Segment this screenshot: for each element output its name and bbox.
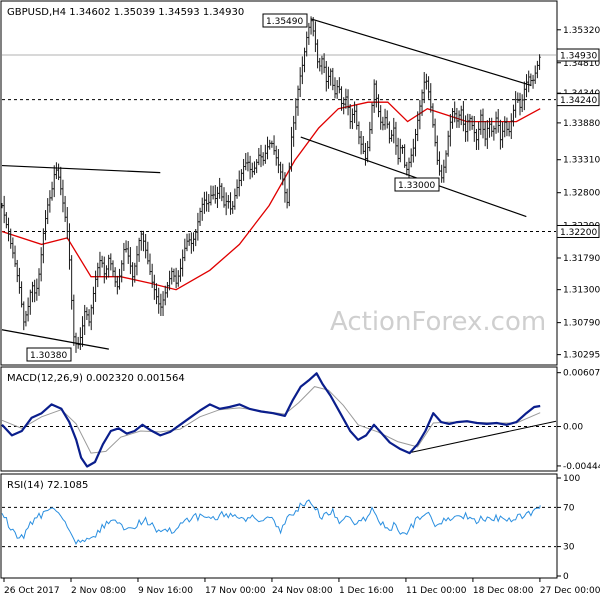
- level-label: 1.34240: [560, 96, 597, 106]
- annotation-label: 1.30380: [30, 351, 67, 361]
- chart-title: GBPUSD,H4 1.34602 1.35039 1.34593 1.3493…: [7, 7, 244, 18]
- x-tick-label: 26 Oct 2017: [4, 586, 60, 596]
- rsi-header: RSI(14) 72.1085: [7, 480, 88, 491]
- level-label-box: [556, 224, 600, 238]
- price-panel: GBPUSD,H4 1.34602 1.35039 1.34593 1.3493…: [0, 0, 600, 366]
- macd-tick-label: 0.00: [563, 423, 583, 433]
- price-panel-frame: [0, 0, 558, 366]
- annotation-box: [262, 13, 308, 28]
- annotation-label: 1.33000: [398, 181, 435, 191]
- x-tick-label: 11 Dec 00:00: [406, 586, 467, 596]
- price-tick-label: 1.30295: [563, 351, 600, 361]
- macd-header: MACD(12,26,9) 0.002320 0.001564: [7, 373, 185, 384]
- rsi-panel: RSI(14) 72.1085 100 70 30 0: [0, 473, 580, 582]
- macd-tick-label: -0.004441: [563, 462, 600, 472]
- price-tick-label: 1.30790: [563, 319, 600, 329]
- price-tick-label: 1.32800: [563, 189, 600, 199]
- x-tick-label: 2 Nov 08:00: [71, 586, 126, 596]
- macd-panel-frame: [0, 366, 558, 472]
- macd-panel: MACD(12,26,9) 0.002320 0.001564 0.006073…: [0, 366, 600, 472]
- price-tick-label: 1.33310: [563, 156, 600, 166]
- price-tick-label: 1.31300: [563, 286, 600, 296]
- close-price-box: [556, 48, 600, 62]
- annotation-label: 1.35490: [266, 17, 303, 27]
- rsi-line: [1, 499, 541, 546]
- macd-line: [1, 372, 541, 468]
- x-tick-label: 9 Nov 16:00: [138, 586, 193, 596]
- x-tick-label: 1 Dec 16:00: [339, 586, 394, 596]
- annotation-box: [26, 347, 72, 362]
- rsi-tick-label: 30: [563, 543, 575, 553]
- x-tick-label: 17 Nov 00:00: [205, 586, 266, 596]
- price-tick-label: 1.33880: [563, 119, 600, 129]
- price-tick-label: 1.34810: [563, 59, 600, 69]
- x-tick-label: 18 Dec 08:00: [473, 586, 534, 596]
- channel-line: [300, 136, 527, 218]
- annotation-box: [394, 177, 440, 192]
- x-axis: 26 Oct 2017 2 Nov 08:00 9 Nov 16:00 17 Nov …: [3, 578, 600, 596]
- rsi-tick-label: 100: [563, 474, 580, 484]
- channel-line: [1, 329, 109, 350]
- rsi-tick-label: 70: [563, 503, 575, 513]
- close-price-label: 1.34930: [560, 52, 597, 62]
- macd-tick-label: 0.006073: [563, 369, 600, 379]
- watermark: ActionForex.com: [330, 307, 546, 337]
- channel-line: [310, 18, 532, 86]
- level-label-box: [556, 93, 600, 107]
- level-label: 1.32200: [560, 228, 597, 238]
- price-tick-label: 1.35320: [563, 26, 600, 36]
- x-tick-label: 24 Nov 08:00: [272, 586, 333, 596]
- macd-trendline: [411, 420, 557, 453]
- rsi-tick-label: 0: [563, 572, 569, 582]
- channel-line: [1, 164, 161, 174]
- x-tick-label: 27 Dec 00:00: [540, 586, 600, 596]
- rsi-panel-frame: [0, 473, 558, 579]
- price-tick-label: 1.31790: [563, 254, 600, 264]
